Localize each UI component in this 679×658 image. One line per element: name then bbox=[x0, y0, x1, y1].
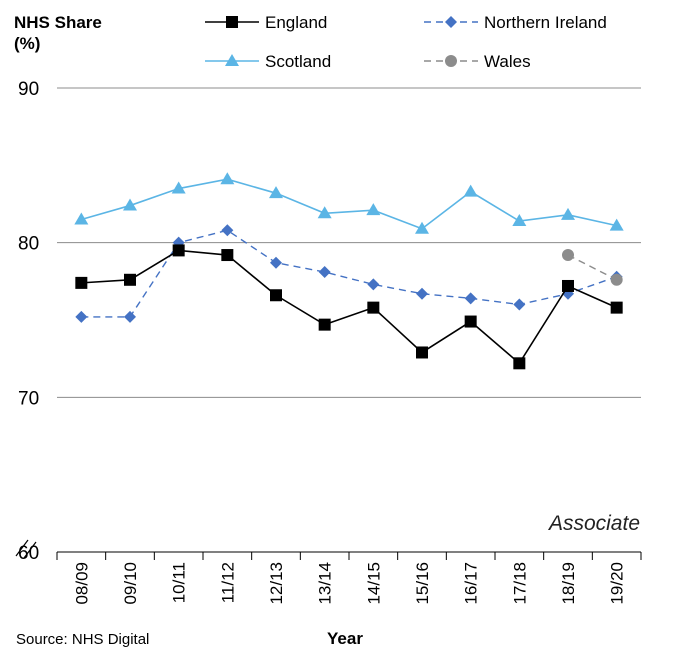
series-line bbox=[81, 249, 617, 365]
gridlines bbox=[57, 87, 641, 553]
x-tick-label: 19/20 bbox=[608, 562, 627, 605]
data-point bbox=[367, 301, 380, 314]
legend-label: Scotland bbox=[265, 52, 331, 71]
legend-marker bbox=[445, 16, 457, 28]
x-tick-label: 10/11 bbox=[170, 562, 189, 603]
y-tick-label: 60 bbox=[18, 543, 39, 564]
data-point bbox=[463, 184, 478, 197]
x-tick-label: 17/18 bbox=[510, 562, 529, 605]
axes: 60 70 80 90 08/09 09/10 10/11 11/12 12/13 13/14 14… bbox=[15, 79, 642, 605]
data-point bbox=[270, 289, 282, 302]
data-point bbox=[221, 224, 234, 237]
source-note: Source: NHS Digital bbox=[16, 631, 150, 648]
data-point bbox=[269, 186, 283, 199]
legend-label: Wales bbox=[484, 52, 531, 71]
data-point bbox=[318, 266, 331, 279]
series-line bbox=[567, 254, 617, 281]
panel-label: Associate bbox=[548, 512, 640, 535]
series-northern-ireland bbox=[75, 224, 623, 323]
y-tick-label: 70 bbox=[18, 388, 39, 409]
data-point bbox=[415, 221, 429, 234]
data-point bbox=[171, 181, 186, 194]
data-point bbox=[367, 278, 380, 291]
data-point bbox=[513, 357, 526, 370]
data-point bbox=[610, 273, 623, 286]
x-tick-label: 14/15 bbox=[364, 562, 383, 605]
data-point bbox=[610, 301, 623, 314]
legend-marker bbox=[226, 16, 238, 28]
legend-item-scotland: Scotland bbox=[205, 52, 331, 71]
x-tick-label: 18/19 bbox=[559, 562, 578, 605]
legend-item-england: England bbox=[205, 13, 327, 32]
data-point bbox=[124, 273, 136, 286]
data-point bbox=[416, 346, 428, 359]
y-axis-title-line1: NHS Share bbox=[14, 13, 102, 32]
data-point bbox=[464, 292, 477, 305]
x-tick-label: 13/14 bbox=[316, 562, 335, 605]
data-point bbox=[513, 298, 526, 311]
x-tick-label: 08/09 bbox=[72, 562, 91, 605]
data-point bbox=[75, 276, 88, 289]
legend-marker bbox=[225, 54, 239, 66]
data-point bbox=[609, 218, 624, 231]
data-point bbox=[366, 203, 381, 216]
data-point bbox=[562, 249, 574, 262]
data-point bbox=[123, 198, 137, 211]
data-point bbox=[220, 172, 235, 185]
data-point bbox=[512, 214, 527, 227]
series-scotland bbox=[74, 172, 624, 234]
data-point bbox=[124, 310, 136, 323]
data-point bbox=[172, 244, 185, 257]
data-point bbox=[464, 315, 477, 328]
data-point bbox=[221, 249, 234, 262]
series-england bbox=[75, 244, 623, 370]
x-tick-label: 12/13 bbox=[267, 562, 286, 605]
legend-item-wales: Wales bbox=[424, 52, 531, 71]
legend-marker bbox=[445, 55, 457, 67]
x-tick-label: 11/12 bbox=[218, 562, 237, 603]
data-point bbox=[416, 287, 428, 300]
y-tick-label: 80 bbox=[18, 234, 39, 255]
legend-label: England bbox=[265, 13, 327, 32]
data-point bbox=[74, 212, 89, 225]
series-line bbox=[81, 178, 617, 230]
legend-item-northern-ireland: Northern Ireland bbox=[424, 13, 607, 32]
data-point bbox=[318, 318, 331, 331]
x-axis-title: Year bbox=[327, 629, 363, 648]
y-axis-title-line2: (%) bbox=[14, 34, 41, 53]
x-tick-label: 09/10 bbox=[121, 562, 140, 605]
series-line bbox=[81, 229, 617, 318]
legend: England Northern Ireland Scotland Wales bbox=[205, 13, 607, 71]
series-wales bbox=[562, 249, 623, 286]
x-tick-label: 15/16 bbox=[413, 562, 432, 605]
x-tick-label: 16/17 bbox=[462, 562, 481, 605]
series-lines bbox=[74, 172, 624, 370]
data-point bbox=[75, 310, 88, 323]
data-point bbox=[317, 206, 332, 219]
y-tick-label: 90 bbox=[18, 79, 39, 100]
axis-break-icon bbox=[15, 539, 37, 559]
data-point bbox=[562, 279, 574, 292]
data-point bbox=[561, 207, 575, 220]
data-point bbox=[270, 256, 282, 269]
y-axis-title: NHS Share (%) bbox=[14, 12, 154, 54]
legend-label: Northern Ireland bbox=[484, 13, 607, 32]
